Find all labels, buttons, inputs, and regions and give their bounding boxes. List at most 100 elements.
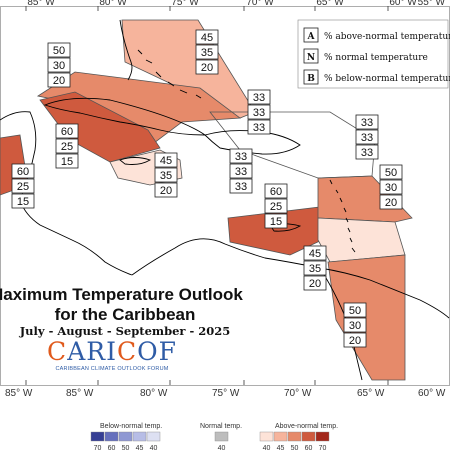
legend-above-swatch [259, 431, 274, 442]
graticule-ticks [25, 6, 389, 385]
title-line-2: for the Caribbean [54, 305, 196, 324]
prob-a-value: 45 [309, 248, 321, 260]
forecast-period: July - August - September - 2025 [19, 324, 231, 338]
lon-label: 70° W [246, 0, 274, 8]
prob-n-value: 33 [253, 107, 265, 119]
prob-box-turks-caicos: 33 33 33 [247, 89, 271, 135]
prob-a-value: 50 [349, 305, 361, 317]
legend-above-swatch [273, 431, 288, 442]
lon-label: 60° W [389, 0, 417, 8]
legend-below-swatch [146, 431, 161, 442]
logo-name: CARICOF [47, 337, 177, 366]
legend-below-tick: 70 [94, 445, 102, 450]
prob-n-value: 25 [17, 181, 29, 193]
prob-b-value: 33 [253, 122, 265, 134]
legend-above-tick: 50 [291, 445, 299, 450]
prob-b-value: 33 [235, 181, 247, 193]
legend-above-tick: 40 [263, 445, 271, 450]
prob-b-value: 20 [53, 75, 65, 87]
prob-box-belize: 60 25 15 [11, 163, 35, 209]
prob-n-value: 33 [361, 132, 373, 144]
prob-n-value: 25 [270, 201, 282, 213]
prob-a-value: 60 [17, 166, 29, 178]
logo-tagline: CARIBBEAN CLIMATE OUTLOOK FORUM [55, 366, 169, 372]
legend-below-tick: 40 [150, 445, 158, 450]
prob-box-lesser-antilles: 50 30 20 [379, 164, 403, 210]
zone-lesser-south [317, 217, 406, 263]
prob-n-value: 35 [309, 263, 321, 275]
prob-box-bahamas: 45 35 20 [195, 29, 219, 75]
lon-label: 85° W [27, 0, 55, 8]
probability-key: A % above-normal temperature N % normal … [297, 19, 450, 89]
lon-label: 70° W [284, 388, 312, 399]
lon-label: 65° W [316, 0, 344, 8]
land-cuba [43, 97, 207, 136]
land-jamaica [119, 157, 152, 165]
prob-box-southern-islands: 45 35 20 [303, 245, 327, 291]
prob-box-cuba-central: 60 25 15 [55, 123, 79, 169]
prob-b-value: 33 [361, 147, 373, 159]
caricof-logo: CARICOF CARIBBEAN CLIMATE OUTLOOK FORUM [42, 337, 182, 373]
key-normal-text: % normal temperature [324, 53, 428, 63]
prob-b-value: 15 [17, 196, 29, 208]
legend-below-label: Below-normal temp. [100, 423, 162, 430]
svg-text:B: B [307, 74, 315, 84]
lon-label: 80° W [99, 0, 127, 8]
probability-boxes: 4535205030206025156025154535203333333333… [11, 29, 403, 348]
prob-n-value: 30 [349, 320, 361, 332]
prob-b-value: 20 [309, 278, 321, 290]
prob-box-hispaniola: 33 33 33 [229, 148, 253, 194]
lon-label: 85° W [66, 388, 94, 399]
legend-below-tick: 50 [122, 445, 130, 450]
legend-normal-swatch [214, 431, 229, 442]
legend-above-tick: 70 [319, 445, 327, 450]
prob-n-value: 25 [61, 141, 73, 153]
color-scale-legend: Below-normal temp. Normal temp. Above-no… [90, 423, 338, 450]
prob-n-value: 35 [160, 170, 172, 182]
prob-box-cuba-north: 50 30 20 [47, 42, 71, 88]
prob-box-puerto-rico: 60 25 15 [264, 183, 288, 229]
longitude-labels-bottom: 85° W 85° W 80° W 75° W 70° W 65° W 60° … [5, 388, 446, 399]
map-title: Maximum Temperature Outlook for the Cari… [0, 285, 250, 325]
prob-b-value: 15 [270, 216, 282, 228]
land-central-america [0, 111, 133, 276]
prob-a-value: 45 [160, 155, 172, 167]
prob-a-value: 33 [253, 92, 265, 104]
prob-n-value: 33 [235, 166, 247, 178]
lon-label: 75° W [212, 388, 240, 399]
svg-text:A: A [307, 32, 316, 42]
prob-box-guianas: 50 30 20 [343, 302, 367, 348]
land-outlines [0, 19, 450, 381]
prob-a-value: 50 [385, 167, 397, 179]
land-south-america [131, 238, 450, 319]
longitude-labels-top: 85° W 80° W 75° W 70° W 65° W 60° W 55° … [27, 0, 445, 8]
legend-below-swatch [90, 431, 105, 442]
legend-above-label: Above-normal temp. [275, 423, 338, 430]
legend-above-swatch [287, 431, 302, 442]
key-below-text: % below-normal temperature [324, 74, 450, 84]
prob-a-value: 60 [270, 186, 282, 198]
prob-box-jamaica: 45 35 20 [154, 152, 178, 198]
lon-label: 60° W [418, 388, 446, 399]
lon-label: 80° W [140, 388, 168, 399]
prob-n-value: 30 [385, 182, 397, 194]
prob-b-value: 15 [61, 156, 73, 168]
prob-a-value: 33 [235, 151, 247, 163]
land-bahamas [137, 49, 202, 99]
prob-b-value: 20 [349, 335, 361, 347]
land-florida [119, 19, 133, 81]
key-above-text: % above-normal temperature [324, 32, 450, 42]
legend-below-tick: 45 [136, 445, 144, 450]
lon-label: 85° W [5, 388, 33, 399]
svg-text:N: N [307, 53, 315, 63]
legend-below-swatch [118, 431, 133, 442]
legend-above-tick: 60 [305, 445, 313, 450]
prob-n-value: 35 [201, 47, 213, 59]
prob-b-value: 20 [160, 185, 172, 197]
zone-guianas [327, 254, 406, 381]
lon-label: 75° W [171, 0, 199, 8]
legend-above-tick: 45 [277, 445, 285, 450]
prob-a-value: 33 [361, 117, 373, 129]
prob-a-value: 60 [61, 126, 73, 138]
